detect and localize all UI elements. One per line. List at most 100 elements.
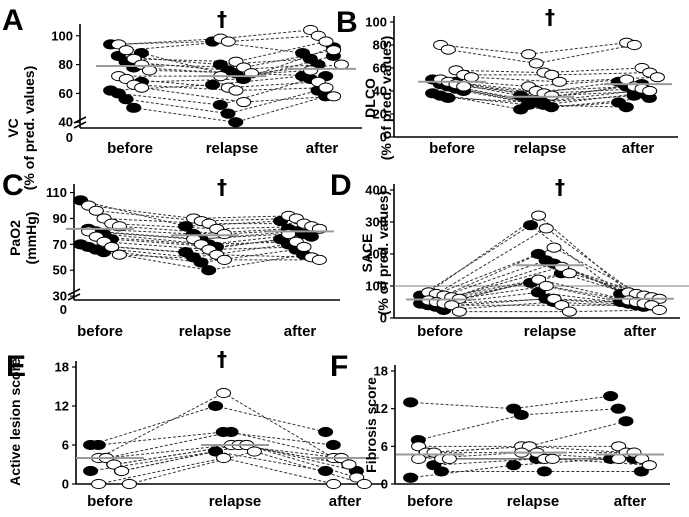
significance-marker: † <box>217 175 227 199</box>
data-point <box>141 65 157 76</box>
subject-trajectory <box>448 44 635 64</box>
panel-c: 30 50 70 90 110 0 before relapse after PaO2(mmHg)… <box>2 169 340 340</box>
subject-trajectory <box>433 458 634 466</box>
y-tick-label: 80 <box>373 38 387 53</box>
x-category-label: before <box>429 140 475 157</box>
y-axis-label: Fibrosis score <box>363 377 379 473</box>
y-tick-label: 110 <box>46 185 67 200</box>
data-point <box>223 426 239 438</box>
y-tick-label: 50 <box>53 263 67 278</box>
data-point <box>440 92 456 104</box>
data-point <box>341 459 357 470</box>
data-point <box>626 39 642 51</box>
data-point <box>114 465 130 477</box>
panel-a: 40 60 80 100 0 before relapse after VC(% of pred… <box>2 4 362 190</box>
data-point <box>610 403 626 414</box>
data-point <box>325 439 341 451</box>
data-point <box>544 69 560 81</box>
data-point <box>531 210 547 221</box>
y-tick-label: 100 <box>365 279 387 294</box>
y-tick-label: 40 <box>59 115 73 130</box>
data-point <box>212 99 228 111</box>
panel-e: 0 6 12 18 before relapse after Active lesion sc… <box>6 347 385 510</box>
y-tick-label: 200 <box>365 247 387 262</box>
data-point <box>121 478 137 490</box>
data-point <box>456 81 472 92</box>
y-axis-label-line: Active lesion score <box>7 358 23 486</box>
y-tick-label: 12 <box>374 401 388 416</box>
data-point <box>521 49 537 60</box>
y-tick-label: 0 <box>380 130 387 145</box>
y-axis-label-line: Fibrosis score <box>363 377 379 473</box>
data-point <box>544 453 560 464</box>
subject-trajectory <box>447 85 635 104</box>
data-point <box>561 268 577 279</box>
x-category-label: before <box>77 323 123 340</box>
subject-trajectory <box>455 81 642 99</box>
data-point <box>356 478 372 490</box>
y-tick-label: 30 <box>53 289 67 304</box>
data-point <box>246 446 262 457</box>
y-tick-label: 80 <box>59 57 73 72</box>
y-axis-label: DLCO(% of pred. values) <box>362 36 394 160</box>
data-point <box>111 249 127 260</box>
subject-trajectory <box>428 253 629 298</box>
y-axis-label-line: PaO2 <box>7 220 23 256</box>
x-category-label: before <box>87 493 133 510</box>
x-category-label: after <box>329 493 362 510</box>
panel-f: 0 6 12 18 before relapse after Fibrosis score F <box>330 350 670 510</box>
data-point <box>440 44 456 55</box>
data-point <box>118 94 134 105</box>
y-axis-label-line: (mmHg) <box>23 212 39 265</box>
panel-letter: D <box>330 169 352 202</box>
data-point <box>451 306 467 317</box>
data-point <box>90 439 106 451</box>
x-category-label: after <box>614 493 647 510</box>
panel-d: 0 100 200 300 400 before relapse after SACE(% of… <box>330 169 689 340</box>
x-category-label: relapse <box>209 493 262 510</box>
subject-trajectory <box>451 266 652 298</box>
y-axis-label-line: VC <box>5 118 21 137</box>
data-point <box>326 478 342 490</box>
subject-trajectory <box>459 309 660 313</box>
x-category-label: relapse <box>179 323 232 340</box>
x-category-label: relapse <box>514 140 567 157</box>
subject-trajectory <box>440 83 627 101</box>
data-point <box>220 108 236 119</box>
x-category-label: relapse <box>524 323 577 340</box>
data-point <box>178 221 194 232</box>
data-point <box>641 460 657 471</box>
axis-break-mark <box>67 288 81 296</box>
data-point <box>403 397 419 408</box>
y-axis-label-line: (% of pred. values) <box>378 36 394 160</box>
data-point <box>318 36 334 47</box>
data-point <box>618 416 634 427</box>
data-point <box>538 280 554 292</box>
data-point <box>88 205 104 216</box>
y-axis-label: PaO2(mmHg) <box>7 212 39 265</box>
y-tick-label: 12 <box>55 399 69 414</box>
subject-trajectory <box>436 227 637 295</box>
significance-marker: † <box>545 5 555 29</box>
data-point <box>536 466 552 477</box>
data-point <box>546 242 562 253</box>
data-point <box>333 59 349 70</box>
y-tick-label: 90 <box>53 211 67 226</box>
data-point <box>318 82 334 93</box>
data-point <box>205 79 221 90</box>
data-point <box>228 85 244 96</box>
data-point <box>618 102 634 113</box>
data-point <box>318 465 334 477</box>
y-axis-label-line: (% of pred. values) <box>375 191 391 315</box>
data-point <box>216 228 232 240</box>
data-point <box>544 90 560 101</box>
y-tick-label: 18 <box>374 364 388 379</box>
data-point <box>561 306 577 317</box>
x-category-label: relapse <box>206 140 259 157</box>
significance-marker: † <box>555 175 565 199</box>
data-point <box>220 36 236 47</box>
y-tick-label: 400 <box>365 183 387 198</box>
data-points <box>403 391 657 483</box>
data-point <box>83 465 99 477</box>
